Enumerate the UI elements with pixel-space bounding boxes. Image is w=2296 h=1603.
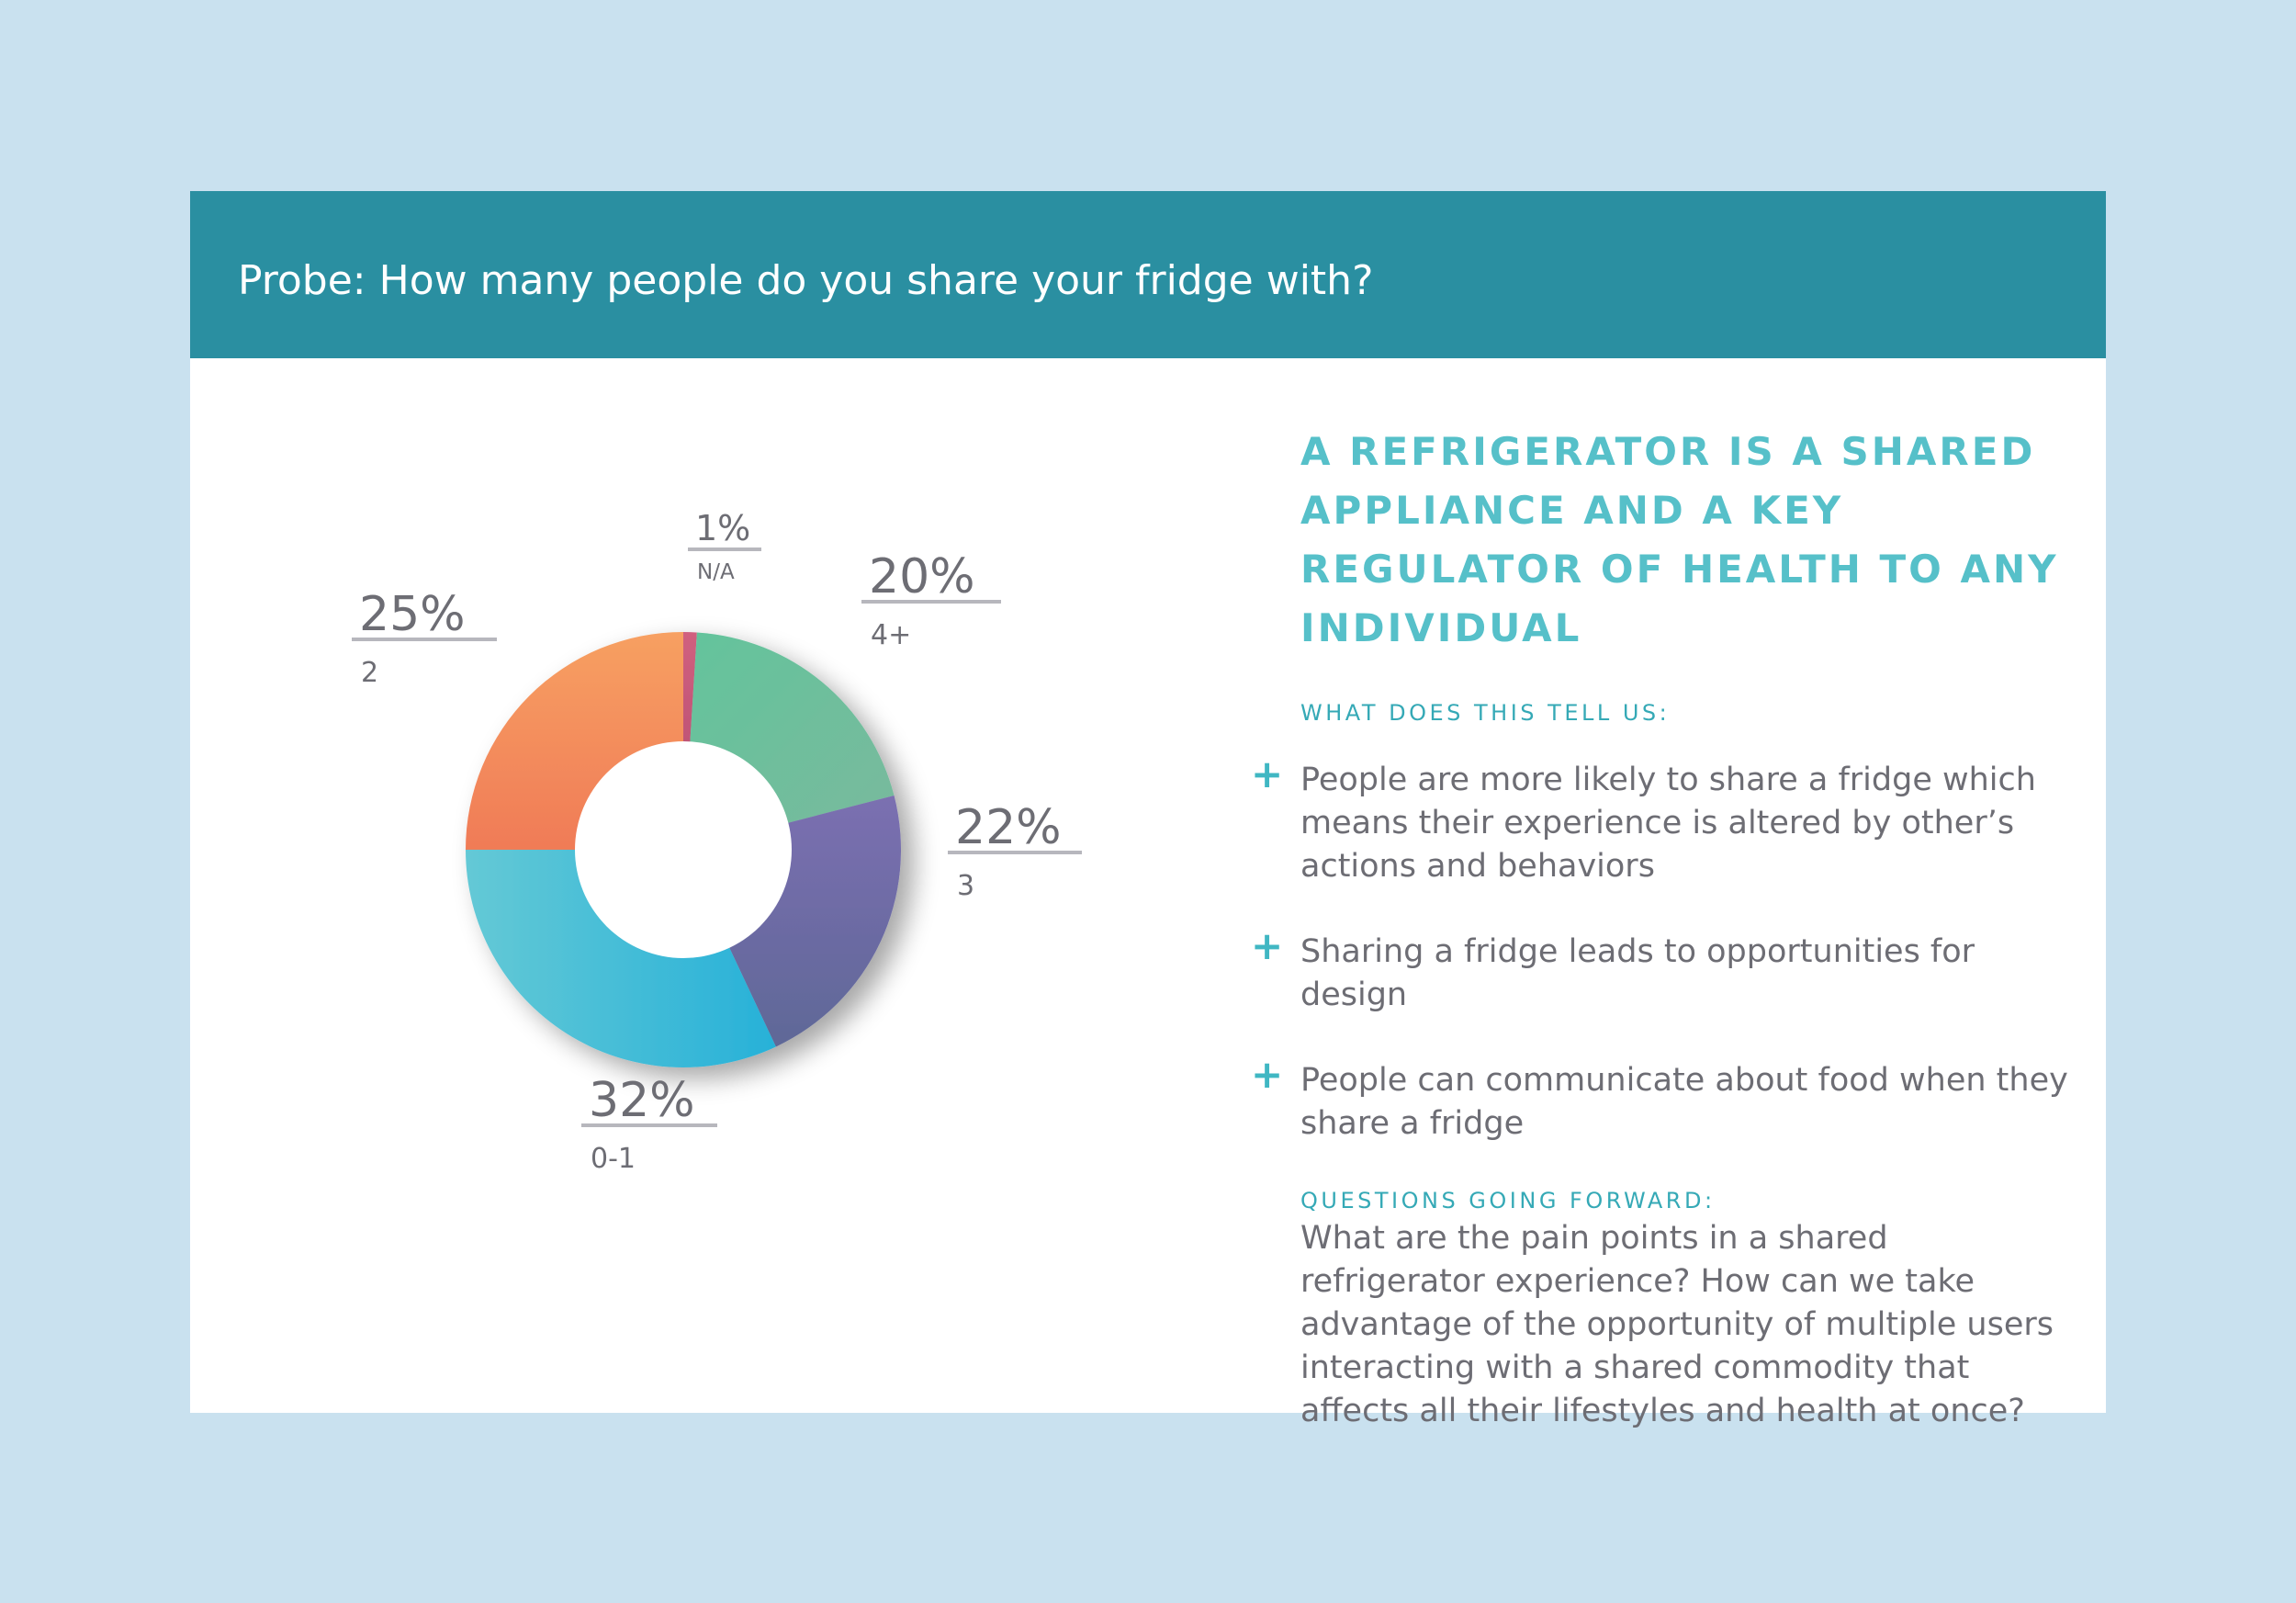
insight-bullets: + People are more likely to share a frid… [1251, 755, 2072, 1146]
data-label-category: 4+ [871, 619, 911, 651]
tell-us-label: WHAT DOES THIS TELL US: [1300, 700, 1671, 726]
donut-chart: 1%N/A 20%4+22%332%0-125%2 [352, 508, 1082, 1175]
questions-text: What are the pain points in a shared ref… [1300, 1220, 2054, 1429]
list-item: + People can communicate about food when… [1251, 1055, 2072, 1146]
data-label-group: 25%2 [352, 587, 497, 689]
page-title: Probe: How many people do you share your… [238, 257, 1374, 304]
data-label-category: N/A [697, 560, 735, 584]
insights-panel: A REFRIGERATOR IS A SHARED APPLIANCE AND… [1251, 423, 2072, 1465]
data-label-percent: 20% [869, 549, 975, 604]
data-label-group: 1% N/A [688, 508, 761, 584]
data-label-group: 20%4+ [861, 549, 1001, 651]
bullet-text: Sharing a fridge leads to opportunities … [1300, 933, 1975, 1013]
data-label-percent: 32% [589, 1073, 695, 1128]
bullet-text: People are more likely to share a fridge… [1300, 762, 2036, 885]
data-label-category: 2 [361, 657, 378, 689]
list-item: + People are more likely to share a frid… [1251, 755, 2072, 888]
list-item: + Sharing a fridge leads to opportunitie… [1251, 927, 2072, 1017]
questions-label: QUESTIONS GOING FORWARD: [1300, 1188, 1716, 1214]
content-card: Probe: How many people do you share your… [190, 191, 2106, 1429]
data-label-percent: 22% [955, 800, 1062, 855]
plus-icon: + [1251, 1052, 1284, 1097]
bullet-text: People can communicate about food when t… [1300, 1062, 2068, 1142]
data-label-group: 32%0-1 [581, 1073, 717, 1175]
insights-headline: A REFRIGERATOR IS A SHARED APPLIANCE AND… [1300, 429, 2059, 650]
data-label-percent: 25% [359, 587, 466, 642]
donut-hole [575, 741, 792, 958]
data-label-category: 0-1 [591, 1143, 636, 1175]
plus-icon: + [1251, 751, 1284, 796]
card-header: Probe: How many people do you share your… [190, 191, 2106, 358]
data-label-group: 22%3 [948, 800, 1082, 902]
plus-icon: + [1251, 923, 1284, 968]
data-label-percent: 1% [695, 508, 750, 548]
data-label-category: 3 [957, 870, 974, 902]
